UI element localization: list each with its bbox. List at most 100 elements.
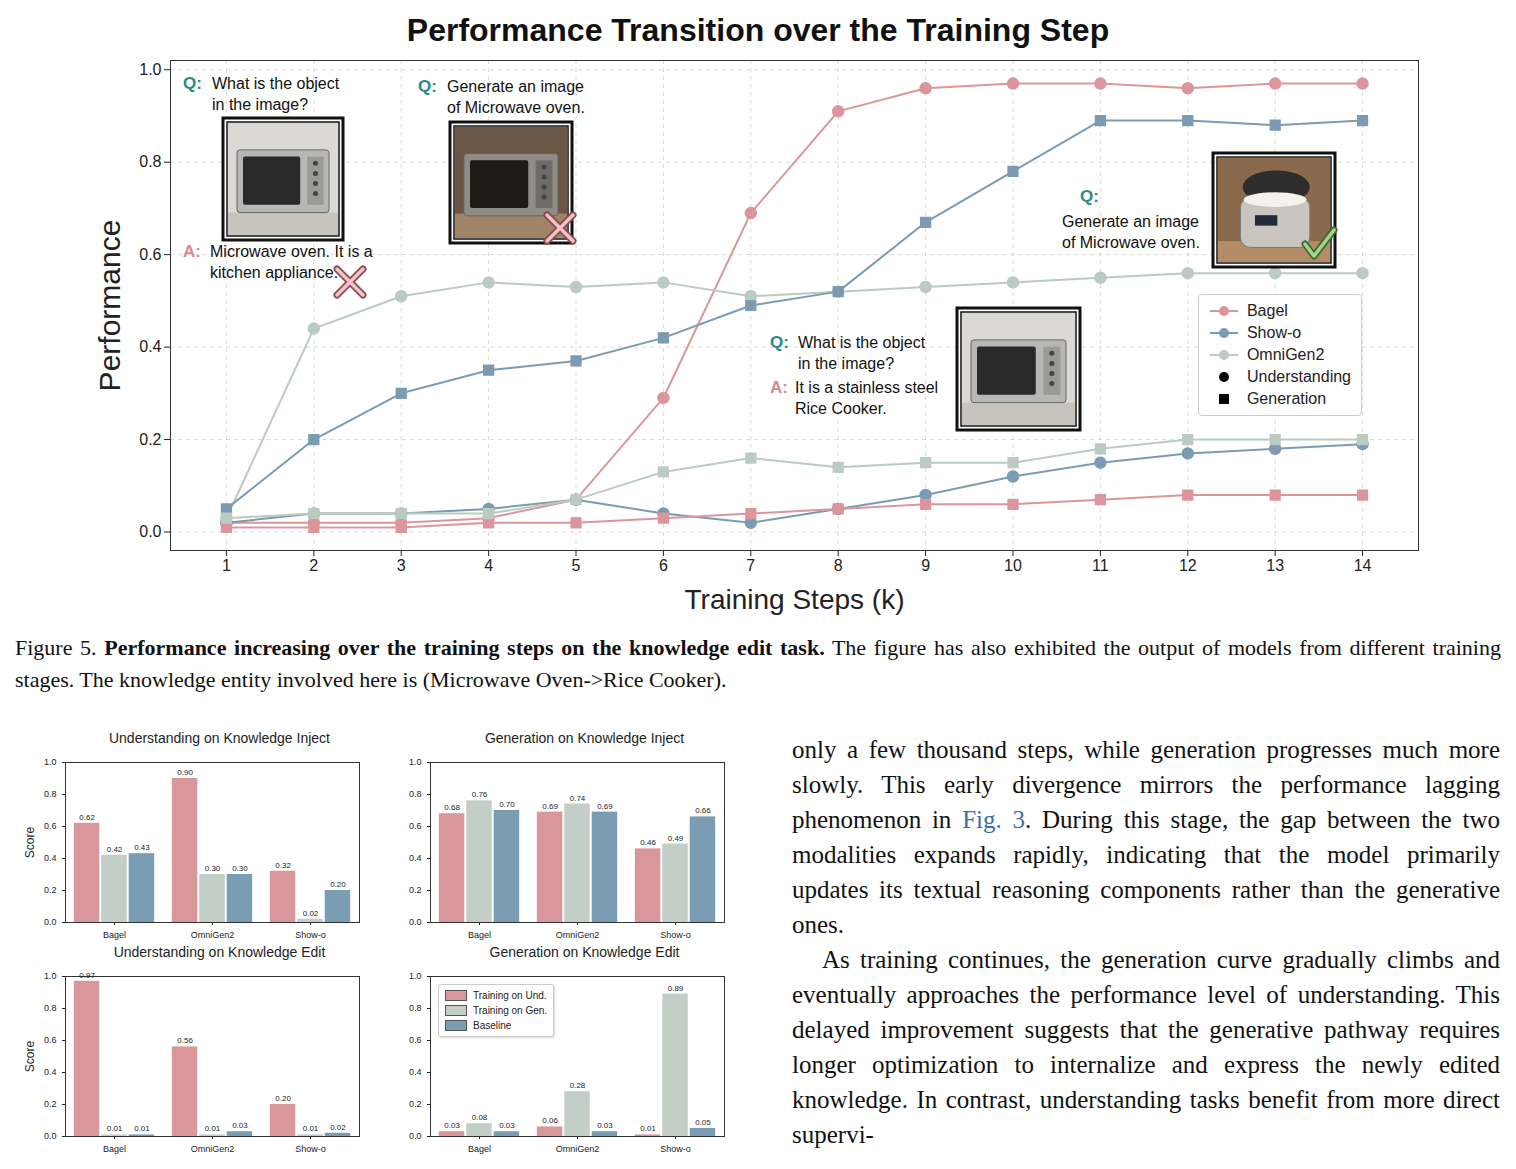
svg-text:of Microwave oven.: of Microwave oven. [447, 99, 585, 116]
svg-text:1.0: 1.0 [44, 757, 57, 767]
svg-text:Show-o: Show-o [295, 1144, 326, 1154]
svg-text:13: 13 [1266, 557, 1284, 574]
svg-text:0.01: 0.01 [640, 1124, 656, 1133]
svg-text:Score: Score [23, 1041, 37, 1073]
svg-text:2: 2 [309, 557, 318, 574]
svg-text:0.01: 0.01 [205, 1124, 221, 1133]
svg-text:0.89: 0.89 [668, 984, 684, 993]
svg-text:in the image?: in the image? [212, 96, 308, 113]
svg-text:0.62: 0.62 [79, 813, 95, 822]
svg-text:0.8: 0.8 [44, 1003, 57, 1013]
svg-text:0.97: 0.97 [79, 971, 95, 980]
svg-text:0.32: 0.32 [275, 861, 291, 870]
svg-text:Score: Score [23, 827, 37, 859]
svg-text:0.90: 0.90 [177, 768, 193, 777]
svg-text:0.03: 0.03 [444, 1121, 460, 1130]
svg-text:0.8: 0.8 [409, 789, 422, 799]
svg-text:0.2: 0.2 [44, 1099, 57, 1109]
svg-text:0.0: 0.0 [409, 917, 422, 927]
svg-text:What is the object: What is the object [798, 334, 926, 351]
svg-text:0.0: 0.0 [409, 1131, 422, 1141]
svg-text:0.01: 0.01 [107, 1124, 123, 1133]
svg-text:It is a stainless steel: It is a stainless steel [795, 379, 938, 396]
svg-text:1.0: 1.0 [44, 971, 57, 981]
svg-text:OmniGen2: OmniGen2 [191, 1144, 235, 1154]
svg-text:0.69: 0.69 [542, 802, 558, 811]
svg-text:0.6: 0.6 [409, 1035, 422, 1045]
svg-text:0.06: 0.06 [542, 1116, 558, 1125]
svg-text:0.46: 0.46 [640, 838, 656, 847]
svg-text:1: 1 [222, 557, 231, 574]
svg-text:6: 6 [659, 557, 668, 574]
svg-text:Q:: Q: [1080, 187, 1099, 206]
svg-text:0.05: 0.05 [695, 1118, 711, 1127]
svg-text:0.08: 0.08 [472, 1113, 488, 1122]
svg-text:0.70: 0.70 [499, 800, 515, 809]
svg-text:0.03: 0.03 [597, 1121, 613, 1130]
svg-text:kitchen appliance.: kitchen appliance. [210, 264, 338, 281]
svg-text:0.4: 0.4 [139, 338, 161, 355]
svg-text:0.42: 0.42 [107, 845, 123, 854]
svg-text:0.03: 0.03 [232, 1121, 248, 1130]
svg-text:0.2: 0.2 [44, 885, 57, 895]
svg-text:5: 5 [572, 557, 581, 574]
svg-text:0.68: 0.68 [444, 803, 460, 812]
svg-text:Show-o: Show-o [660, 930, 691, 940]
svg-text:0.0: 0.0 [44, 1131, 57, 1141]
svg-text:Microwave oven. It is a: Microwave oven. It is a [210, 243, 373, 260]
svg-text:0.6: 0.6 [139, 246, 161, 263]
svg-text:0.6: 0.6 [409, 821, 422, 831]
svg-text:0.01: 0.01 [134, 1124, 150, 1133]
svg-text:3: 3 [397, 557, 406, 574]
svg-text:OmniGen2: OmniGen2 [556, 930, 600, 940]
svg-text:Performance: Performance [93, 220, 126, 392]
svg-text:0.8: 0.8 [139, 153, 161, 170]
svg-text:7: 7 [746, 557, 755, 574]
svg-text:0.0: 0.0 [139, 523, 161, 540]
svg-text:1.0: 1.0 [139, 61, 161, 78]
svg-text:OmniGen2: OmniGen2 [556, 1144, 600, 1154]
svg-text:14: 14 [1354, 557, 1372, 574]
svg-text:Show-o: Show-o [660, 1144, 691, 1154]
svg-text:11: 11 [1092, 557, 1109, 574]
svg-text:Training Steps (k): Training Steps (k) [685, 584, 905, 615]
svg-text:0.56: 0.56 [177, 1036, 193, 1045]
svg-text:0.8: 0.8 [409, 1003, 422, 1013]
svg-text:Q:: Q: [418, 77, 437, 96]
svg-text:8: 8 [834, 557, 843, 574]
svg-text:0.4: 0.4 [409, 853, 422, 863]
svg-text:Show-o: Show-o [295, 930, 326, 940]
svg-text:Bagel: Bagel [103, 930, 126, 940]
svg-text:What is the object: What is the object [212, 75, 340, 92]
svg-text:4: 4 [484, 557, 493, 574]
svg-text:Q:: Q: [183, 74, 202, 93]
svg-text:A:: A: [183, 242, 201, 261]
svg-text:10: 10 [1004, 557, 1022, 574]
svg-text:0.2: 0.2 [409, 1099, 422, 1109]
svg-text:Bagel: Bagel [468, 1144, 491, 1154]
svg-text:Rice Cooker.: Rice Cooker. [795, 400, 887, 417]
svg-text:0.02: 0.02 [330, 1123, 346, 1132]
svg-text:0.4: 0.4 [44, 1067, 57, 1077]
svg-text:0.4: 0.4 [44, 853, 57, 863]
svg-text:1.0: 1.0 [409, 971, 422, 981]
svg-text:Generate an image: Generate an image [1062, 213, 1199, 230]
svg-text:0.74: 0.74 [570, 794, 586, 803]
svg-text:0.76: 0.76 [472, 790, 488, 799]
svg-text:0.69: 0.69 [597, 802, 613, 811]
svg-text:0.20: 0.20 [330, 880, 346, 889]
svg-text:0.01: 0.01 [303, 1124, 319, 1133]
svg-text:in the image?: in the image? [798, 355, 894, 372]
svg-text:of Microwave oven.: of Microwave oven. [1062, 234, 1200, 251]
svg-text:9: 9 [921, 557, 930, 574]
svg-text:0.43: 0.43 [134, 843, 150, 852]
svg-text:Q:: Q: [770, 333, 789, 352]
svg-text:0.6: 0.6 [44, 1035, 57, 1045]
svg-text:0.66: 0.66 [695, 806, 711, 815]
svg-text:0.30: 0.30 [232, 864, 248, 873]
svg-text:Bagel: Bagel [468, 930, 491, 940]
svg-text:0.2: 0.2 [139, 431, 161, 448]
svg-text:0.30: 0.30 [205, 864, 221, 873]
svg-text:Generate an image: Generate an image [447, 78, 584, 95]
svg-text:A:: A: [770, 378, 788, 397]
